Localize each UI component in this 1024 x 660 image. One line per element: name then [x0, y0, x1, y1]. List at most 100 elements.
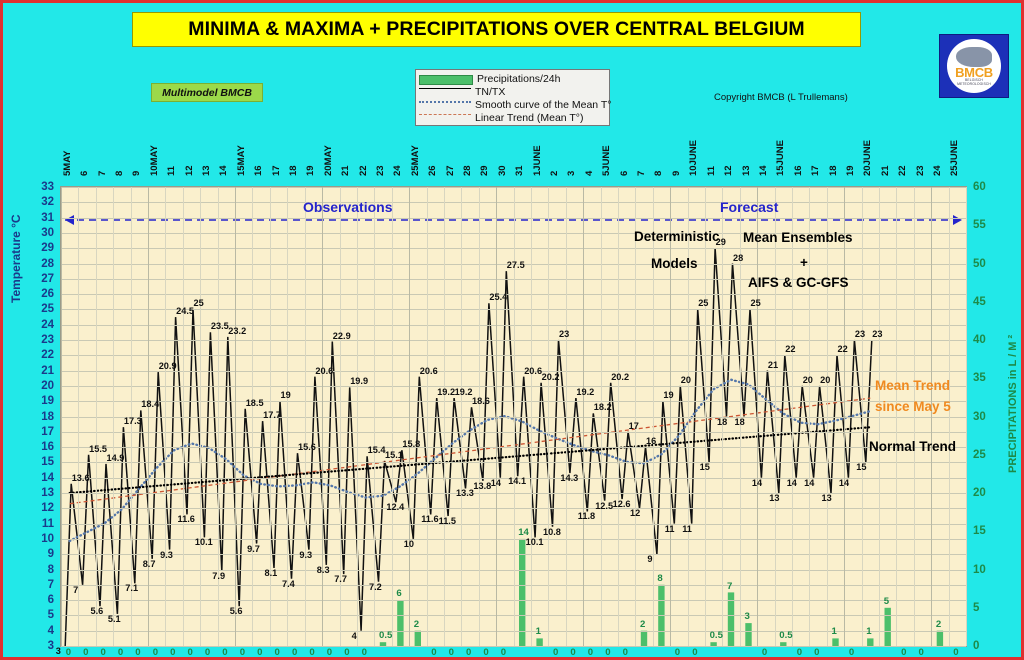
x-tick-date: 20JUNE: [862, 140, 874, 176]
precip-zero-label: 0: [83, 647, 89, 658]
tx-value-label: 15.5: [89, 443, 107, 454]
x-tick-date: 10MAY: [148, 145, 160, 176]
precipitation-bar: [379, 642, 387, 646]
tn-value-label: 14: [490, 477, 502, 488]
legend-label-trend: Linear Trend (Mean T°): [475, 111, 584, 124]
multimodel-badge: Multimodel BMCB: [151, 83, 263, 102]
chart-title: MINIMA & MAXIMA + PRECIPITATIONS OVER CE…: [132, 12, 861, 47]
y-tick-temperature: 10: [41, 532, 54, 545]
tn-value-label: 7.9: [212, 571, 226, 581]
precip-value-label: 5: [883, 595, 890, 607]
precip-zero-label: 0: [100, 647, 106, 658]
tx-value-label: 17: [628, 420, 639, 431]
x-tick-date: 27: [444, 165, 456, 176]
precip-zero-label: 0: [918, 647, 924, 658]
legend-item-smooth: Smooth curve of the Mean T°: [419, 98, 612, 111]
belgium-map-icon: [956, 47, 992, 67]
y-tick-precipitation: 40: [973, 334, 986, 346]
precip-zero-label: 0: [587, 647, 594, 658]
gridline-v: [304, 187, 306, 646]
y-tick-temperature: 3: [47, 640, 54, 652]
tn-value-label: 13: [769, 493, 780, 503]
smooth-mean-curve: [68, 378, 872, 543]
annotation-plus: +: [800, 255, 808, 270]
y-tick-temperature: 32: [41, 196, 54, 209]
y-tick-precipitation: 35: [973, 372, 986, 385]
tx-value-label: 25.4: [489, 292, 508, 303]
precipitation-bar: [710, 642, 717, 646]
annotation-aifs: AIFS & GC-GFS: [748, 275, 849, 290]
gridline-v: [844, 187, 846, 646]
tx-value-label: 15.1: [385, 449, 403, 460]
x-tick-date: 30: [496, 165, 508, 176]
x-tick-date: 15MAY: [235, 145, 247, 176]
gridline-v: [704, 187, 706, 646]
precip-value-label: 3: [744, 611, 750, 622]
y-tick-temperature: 14: [41, 471, 54, 484]
x-tick-date: 13: [200, 165, 212, 176]
y-tick-precipitation: 50: [973, 257, 986, 270]
bmcb-logo-icon: BMCB BELGISCH METEOROLOGISCH: [939, 34, 1009, 98]
x-tick-date: 8: [653, 170, 665, 176]
gridline-v: [426, 187, 428, 646]
x-tick-date: 31: [514, 165, 526, 176]
x-tick-date: 12: [183, 165, 195, 176]
tx-value-label: 23.5: [210, 321, 229, 332]
tn-value-label: 8.7: [142, 558, 156, 569]
x-tick-date: 5JUNE: [601, 145, 613, 176]
x-tick-date: 3: [566, 170, 578, 176]
gridline-v: [478, 187, 480, 646]
precip-zero-label: 0: [187, 647, 193, 658]
y-tick-precipitation: 55: [973, 219, 986, 232]
tn-value-label: 4: [351, 630, 357, 641]
tx-value-label: 22: [785, 344, 796, 355]
precip-value-label: 0.5: [709, 630, 723, 642]
precip-value-label: 7: [727, 580, 733, 592]
mean-trend-line: [69, 397, 871, 505]
tx-value-label: 23.2: [228, 325, 247, 336]
trend-dashed-icon: [419, 114, 471, 126]
x-tick-date: 12: [723, 165, 734, 176]
y-tick-precipitation: 30: [973, 410, 986, 423]
gridline-v: [600, 187, 602, 646]
y-tick-precipitation: 60: [973, 181, 986, 193]
precip-zero-label: 0: [622, 647, 628, 658]
precip-zero-label: 0: [761, 647, 768, 658]
x-tick-date: 13: [740, 165, 752, 176]
copyright-text: Copyright BMCB (L Trullemans): [714, 92, 848, 103]
gridline-v: [774, 187, 776, 646]
precip-value-label: 0.5: [779, 630, 793, 642]
precip-value-label: 2: [413, 618, 420, 630]
y-tick-temperature: 20: [41, 379, 54, 392]
x-tick-date: 9: [131, 170, 143, 176]
y-tick-temperature: 19: [41, 395, 54, 408]
gridline-v: [948, 187, 950, 646]
gridline-v: [739, 187, 741, 646]
x-tick-date: 8: [113, 170, 125, 176]
x-tick-date: 19: [844, 165, 856, 176]
precip-zero-label: 0: [152, 647, 159, 658]
x-tick-date: 22: [897, 165, 909, 176]
gridline-v: [113, 187, 115, 646]
tx-value-label: 15.4: [367, 445, 386, 456]
gridline-v: [374, 187, 376, 646]
gridline-v: [966, 187, 967, 646]
precipitation-bar: [867, 638, 874, 646]
y-tick-precipitation: 0: [973, 640, 980, 652]
precip-zero-label: 0: [117, 647, 124, 658]
annotation-models: Models: [651, 256, 698, 271]
tn-value-label: 11: [664, 523, 675, 534]
gridline-v: [513, 187, 515, 646]
tn-value-label: 10: [403, 538, 415, 549]
y-tick-temperature: 26: [41, 288, 54, 301]
tx-value-label: 14.9: [106, 452, 125, 463]
arrow-head-left: [65, 215, 74, 225]
gridline-v: [148, 187, 149, 646]
x-tick-date: 26: [427, 165, 439, 176]
tx-value-label: 18.2: [593, 402, 612, 413]
tn-value-label: 14: [751, 477, 763, 488]
precip-value-label: 1: [535, 626, 541, 638]
gridline-v: [896, 187, 898, 646]
gridline-v: [757, 187, 759, 646]
chart-title-text: MINIMA & MAXIMA + PRECIPITATIONS OVER CE…: [188, 18, 805, 40]
